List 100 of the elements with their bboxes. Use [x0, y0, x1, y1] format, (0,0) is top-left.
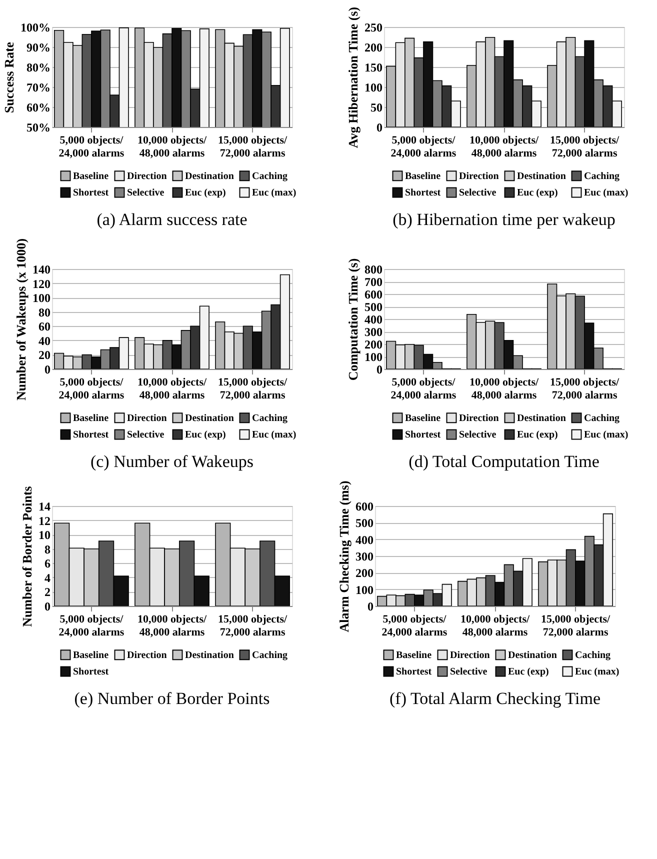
- y-tick-label: 20: [38, 348, 50, 362]
- legend-label: Caching: [252, 412, 288, 424]
- y-tick-label: 600: [364, 288, 382, 302]
- y-tick-label: 120: [32, 276, 50, 291]
- legend-label: Baseline: [405, 170, 442, 182]
- y-tick-label: 0: [44, 362, 50, 376]
- legend-label: Shortest: [73, 188, 110, 198]
- legend-label: Destination: [185, 170, 234, 182]
- y-tick-label: 300: [356, 550, 374, 564]
- y-tick-label: 12: [38, 514, 50, 528]
- text: (b) Hibernation time per wakeup: [392, 210, 616, 229]
- x-tick-label: 10,000 objects/ 48,000 alarms: [460, 614, 530, 638]
- x-tick-label: 15,000 objects/ 72,000 alarms: [218, 376, 288, 402]
- legend-label: Baseline: [73, 170, 110, 182]
- y-tick-label: 100: [356, 582, 374, 597]
- y-tick-label: 14: [38, 500, 50, 514]
- y-tick-label: 700: [364, 275, 382, 289]
- legend-label: Destination: [508, 650, 558, 661]
- y-tick-label: 150: [364, 60, 382, 74]
- x-tick-label: 10,000 objects/ 48,000 alarms: [137, 376, 208, 402]
- x-tick-label: 15,000 objects/ 72,000 alarms: [218, 134, 288, 160]
- legend-label: Selective: [450, 666, 488, 678]
- legend-label: Euc (max): [584, 430, 628, 440]
- legend-label: Euc (max): [575, 666, 620, 678]
- x-tick-label: 10,000 objects/ 48,000 alarms: [137, 614, 208, 638]
- y-tick-label: 80: [38, 305, 50, 320]
- legend-label: Direction: [459, 412, 500, 424]
- y-tick-label: 8: [44, 542, 50, 556]
- legend-label: Selective: [127, 430, 165, 440]
- y-tick-label: 80%: [26, 60, 50, 74]
- legend-label: Shortest: [405, 188, 442, 198]
- legend-label: Direction: [459, 170, 500, 182]
- y-tick-label: 200: [364, 40, 382, 54]
- text: (a) Alarm success rate: [96, 210, 248, 229]
- y-axis-title: Alarm Checking Time (ms): [336, 480, 352, 632]
- text: (d) Total Computation Time: [408, 452, 600, 471]
- legend-label: Selective: [127, 188, 165, 198]
- x-tick-label: 15,000 objects/ 72,000 alarms: [218, 614, 288, 638]
- legend-label: Euc (max): [584, 188, 628, 198]
- legend-label: Shortest: [396, 666, 432, 678]
- legend-label: Shortest: [73, 430, 110, 440]
- y-tick-label: 600: [356, 500, 374, 514]
- text: (e) Number of Border Points: [74, 689, 270, 708]
- legend-label: Euc (exp): [508, 666, 549, 678]
- x-tick-label: 10,000 objects/ 48,000 alarms: [137, 134, 208, 160]
- y-tick-label: 100%: [20, 20, 50, 34]
- legend-label: Destination: [517, 170, 566, 182]
- y-tick-label: 50: [370, 100, 382, 114]
- legend-label: Baseline: [73, 412, 110, 424]
- y-axis-title: Success Rate: [2, 42, 16, 114]
- y-tick-label: 500: [356, 516, 374, 530]
- legend-label: Baseline: [396, 650, 432, 661]
- y-tick-label: 2: [44, 585, 50, 600]
- legend-label: Caching: [252, 170, 288, 182]
- legend-label: Euc (exp): [517, 188, 558, 198]
- x-tick-label: 5,000 objects/ 24,000 alarms: [58, 376, 125, 402]
- legend-label: Direction: [450, 650, 490, 661]
- legend-label: Destination: [185, 650, 234, 661]
- x-tick-label: 5,000 objects/ 24,000 alarms: [58, 614, 125, 638]
- legend-label: Shortest: [405, 430, 442, 440]
- y-tick-label: 40: [38, 334, 50, 348]
- legend-label: Selective: [459, 188, 497, 198]
- y-tick-label: 800: [364, 262, 382, 276]
- y-tick-label: 60: [38, 320, 50, 334]
- legend-label: Caching: [584, 412, 620, 424]
- legend-label: Destination: [185, 412, 234, 424]
- y-tick-label: 6: [44, 556, 50, 571]
- x-tick-label: 5,000 objects/ 24,000 alarms: [58, 134, 125, 160]
- legend-label: Euc (exp): [185, 188, 226, 198]
- y-tick-label: 100: [364, 80, 382, 94]
- legend-label: Euc (max): [252, 430, 296, 440]
- y-tick-label: 50%: [26, 120, 50, 134]
- y-tick-label: 60%: [26, 100, 50, 114]
- y-tick-label: 200: [356, 566, 374, 580]
- legend-label: Baseline: [73, 650, 110, 661]
- legend-label: Shortest: [73, 666, 110, 678]
- y-tick-label: 0: [376, 362, 382, 376]
- y-tick-label: 90%: [26, 40, 50, 54]
- y-tick-label: 10: [38, 528, 50, 542]
- y-tick-label: 400: [364, 312, 382, 326]
- x-tick-label: 5,000 objects/ 24,000 alarms: [390, 134, 457, 160]
- x-tick-label: 15,000 objects/ 72,000 alarms: [541, 614, 612, 638]
- y-tick-label: 70%: [26, 80, 50, 94]
- legend-label: Baseline: [405, 412, 442, 424]
- x-tick-label: 15,000 objects/ 72,000 alarms: [550, 376, 620, 402]
- legend-label: Caching: [252, 650, 288, 661]
- y-tick-label: 4: [44, 570, 50, 585]
- legend-label: Euc (exp): [185, 430, 226, 440]
- y-axis-title: Avg Hibernation Time (s): [346, 6, 360, 148]
- text: (c) Number of Wakeups: [90, 452, 254, 471]
- x-tick-label: 15,000 objects/ 72,000 alarms: [550, 134, 620, 160]
- y-tick-label: 200: [364, 338, 382, 352]
- y-tick-label: 400: [356, 532, 374, 547]
- y-tick-label: 100: [364, 350, 382, 364]
- x-tick-label: 5,000 objects/ 24,000 alarms: [390, 376, 457, 402]
- y-axis-title: Number of Border Points: [20, 486, 34, 627]
- y-tick-label: 500: [364, 300, 382, 314]
- legend-label: Caching: [575, 650, 611, 661]
- y-tick-label: 0: [368, 600, 374, 614]
- legend-label: Direction: [127, 170, 168, 182]
